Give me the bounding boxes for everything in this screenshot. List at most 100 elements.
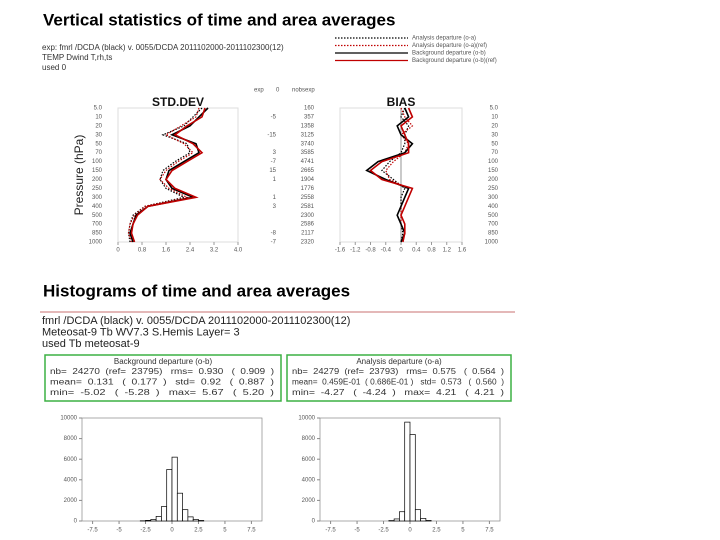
histogram-bar — [145, 520, 152, 522]
column-header: nobsexp — [292, 88, 315, 94]
y-tick-label: 250 — [488, 186, 499, 192]
histogram-bar — [171, 456, 178, 522]
info-line: Meteosat-9 Tb WV7.3 S.Hemis Layer= 3 — [42, 326, 240, 338]
y-tick-label: 10000 — [298, 416, 315, 422]
y-tick-label: 10000 — [60, 416, 77, 422]
x-tick-label: -5 — [116, 528, 122, 534]
y-tick-label: 20 — [95, 123, 102, 129]
profile-line — [127, 107, 203, 243]
histogram-bar — [404, 421, 411, 522]
y-tick-label: 850 — [92, 231, 103, 237]
y-tick-label: 2000 — [64, 498, 78, 504]
y-tick-label: 8000 — [302, 436, 316, 442]
histogram-bar — [414, 509, 421, 522]
histogram-bar — [182, 509, 189, 522]
x-tick-label: 4.0 — [234, 248, 243, 254]
histogram-bar — [409, 434, 416, 522]
x-tick-label: 0 — [170, 528, 174, 534]
exp-value: -8 — [271, 231, 277, 237]
info-line: used 0 — [42, 63, 67, 72]
nobs-value: 2581 — [301, 204, 315, 210]
profile-line — [127, 107, 200, 243]
x-tick-label: 7.5 — [485, 528, 494, 534]
y-tick-label: 700 — [488, 222, 499, 228]
y-tick-label: 5.0 — [490, 106, 499, 112]
x-tick-label: 3.2 — [210, 248, 219, 254]
y-tick-label: 300 — [488, 195, 499, 201]
y-tick-label: 100 — [488, 159, 499, 165]
y-tick-label: 300 — [92, 195, 103, 201]
x-tick-label: 7.5 — [247, 528, 256, 534]
y-tick-label: 200 — [92, 177, 103, 183]
nobs-value: 2665 — [301, 168, 315, 174]
x-tick-label: -7.5 — [325, 528, 336, 534]
exp-value: -7 — [271, 240, 277, 246]
column-header: exp — [254, 88, 264, 94]
y-tick-label: 4000 — [302, 477, 316, 483]
y-tick-label: 6000 — [64, 457, 78, 463]
stats-row: mean= 0.459E-01 ( 0.686E-01 ) std= 0.573… — [292, 378, 504, 387]
stats-box — [44, 354, 282, 402]
nobs-value: 2586 — [301, 222, 315, 228]
y-tick-label: 400 — [92, 204, 103, 210]
stats-title: Analysis departure (o-a) — [356, 357, 442, 366]
nobs-value: 3125 — [301, 132, 315, 138]
x-tick-label: 1.6 — [162, 248, 171, 254]
info-line: used Tb meteosat-9 — [42, 338, 140, 350]
exp-value: 3 — [273, 204, 277, 210]
x-tick-label: -1.2 — [350, 248, 361, 254]
histogram-bar — [161, 506, 168, 522]
nobs-value: 2558 — [301, 195, 315, 201]
stats-box — [286, 354, 512, 402]
nobs-value: 4741 — [301, 159, 315, 165]
x-tick-label: 0.8 — [138, 248, 147, 254]
y-tick-label: 150 — [92, 168, 103, 174]
y-tick-label: 200 — [488, 177, 499, 183]
y-tick-label: 400 — [488, 204, 499, 210]
legend-label: Analysis departure (o-a) — [412, 36, 476, 42]
x-tick-label: 0.4 — [412, 248, 421, 254]
y-tick-label: 70 — [95, 150, 102, 156]
y-tick-label: 10 — [95, 115, 102, 121]
y-tick-label: 2000 — [302, 498, 316, 504]
y-tick-label: 250 — [92, 186, 103, 192]
histogram-bar — [425, 520, 432, 522]
heading: Histograms of time and area averages — [43, 281, 350, 300]
nobs-value: 3740 — [301, 141, 315, 147]
panel-title: STD.DEV — [152, 95, 204, 109]
y-tick-label: 150 — [488, 168, 499, 174]
y-tick-label: 10 — [491, 115, 498, 121]
y-tick-label: 500 — [92, 213, 103, 219]
info-line: TEMP Dwind T,rh,ts — [42, 53, 112, 62]
x-tick-label: 0 — [408, 528, 412, 534]
exp-value: 15 — [269, 168, 276, 174]
histogram-bar — [198, 520, 205, 522]
nobs-value: 3585 — [301, 150, 315, 156]
stats-title: Background departure (o-b) — [114, 357, 213, 366]
y-tick-label: 100 — [92, 159, 103, 165]
histogram-bar — [192, 519, 199, 522]
y-tick-label: 700 — [92, 222, 103, 228]
x-tick-label: 2.5 — [194, 528, 203, 534]
exp-value: -7 — [271, 159, 277, 165]
nobs-value: 2117 — [301, 231, 315, 237]
x-tick-label: 5 — [223, 528, 227, 534]
y-tick-label: 50 — [95, 141, 102, 147]
x-tick-label: 0.8 — [427, 248, 436, 254]
y-tick-label: 30 — [95, 132, 102, 138]
x-tick-label: 1.2 — [443, 248, 452, 254]
y-tick-label: 0 — [74, 519, 78, 525]
x-tick-label: -1.6 — [335, 248, 346, 254]
nobs-value: 357 — [304, 115, 315, 121]
panel-title: BIAS — [387, 95, 416, 109]
exp-value: -5 — [271, 115, 277, 121]
exp-value: 3 — [273, 150, 277, 156]
y-tick-label: 70 — [491, 150, 498, 156]
histogram-bar — [155, 516, 162, 522]
y-tick-label: 5.0 — [94, 106, 103, 112]
histogram-bar — [150, 519, 157, 522]
stats-row: nb= 24270 (ref= 23795) rms= 0.930 ( 0.90… — [50, 367, 274, 376]
y-axis-label: Pressure (hPa) — [72, 135, 86, 216]
